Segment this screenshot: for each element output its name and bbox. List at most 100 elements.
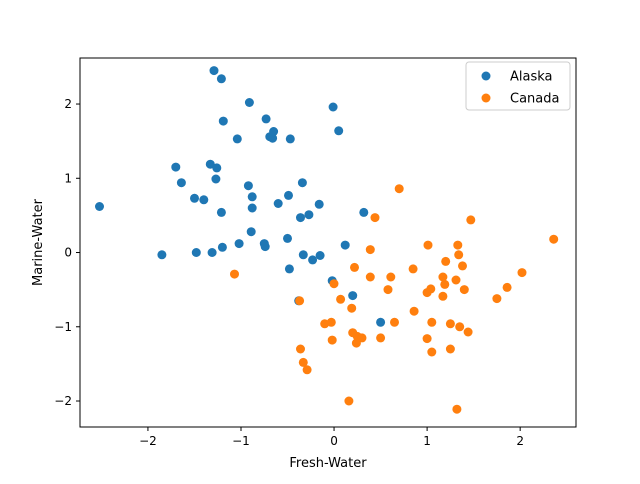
data-point-canada <box>347 303 357 313</box>
data-point-canada <box>295 296 305 306</box>
data-point-canada <box>438 291 448 301</box>
data-point-canada <box>451 275 461 285</box>
plot-area-frame <box>79 57 577 428</box>
data-point-alaska <box>283 233 292 243</box>
x-tick-label: −2 <box>139 434 157 448</box>
data-point-alaska <box>304 210 314 220</box>
data-point-alaska <box>217 242 227 252</box>
data-point-alaska <box>232 134 242 144</box>
data-point-canada <box>376 333 386 343</box>
legend: Alaska Canada <box>465 61 571 111</box>
data-point-canada <box>517 268 527 278</box>
legend-marker-canada <box>481 93 491 103</box>
data-point-alaska <box>296 213 305 223</box>
data-point-canada <box>440 279 450 289</box>
data-point-canada <box>344 396 354 406</box>
y-tick-label: −2 <box>54 394 72 408</box>
y-axis-label: Marine-Water <box>31 198 46 286</box>
data-point-canada <box>459 285 469 295</box>
y-tick-label: 0 <box>64 246 72 260</box>
y-tick-label: 1 <box>64 171 72 185</box>
data-point-canada <box>386 272 396 282</box>
data-point-alaska <box>190 193 199 203</box>
x-tick-label: −1 <box>232 434 250 448</box>
legend-marker-alaska <box>481 71 491 81</box>
data-point-alaska <box>218 116 228 126</box>
data-point-alaska <box>243 181 253 191</box>
data-point-canada <box>502 282 512 292</box>
y-tick-label: 2 <box>64 97 72 111</box>
data-point-alaska <box>171 162 181 172</box>
data-point-alaska <box>284 264 294 274</box>
x-tick-label: 1 <box>423 434 431 448</box>
data-point-canada <box>327 335 337 345</box>
data-point-canada <box>302 365 312 375</box>
data-point-canada <box>408 264 418 274</box>
x-axis-ticks: −2 −1 0 1 2 <box>139 427 524 448</box>
data-point-canada <box>394 184 404 194</box>
x-tick-label: 0 <box>330 434 338 448</box>
data-point-alaska <box>95 202 104 211</box>
data-point-alaska <box>209 66 219 76</box>
data-point-canada <box>454 250 464 260</box>
data-point-alaska <box>207 248 217 257</box>
data-point-alaska <box>328 102 338 112</box>
data-point-canada <box>463 327 473 337</box>
data-point-canada <box>422 334 432 344</box>
data-point-alaska <box>247 203 257 213</box>
legend-entries: Alaska Canada <box>481 70 559 107</box>
data-point-alaska <box>376 317 386 327</box>
data-point-alaska <box>246 227 256 237</box>
data-point-canada <box>298 357 308 367</box>
data-point-canada <box>427 347 437 357</box>
data-point-alaska <box>315 251 325 260</box>
data-point-canada <box>458 261 467 271</box>
data-point-canada <box>455 322 465 332</box>
data-point-alaska <box>260 242 270 252</box>
x-tick-label: 2 <box>516 434 524 448</box>
data-point-canada <box>409 306 419 316</box>
data-point-canada <box>453 240 463 250</box>
data-point-alaska <box>359 207 369 217</box>
data-point-alaska <box>234 239 244 249</box>
data-point-canada <box>365 272 375 282</box>
data-point-alaska <box>244 98 254 107</box>
data-point-alaska <box>191 248 201 257</box>
data-point-canada <box>492 294 502 304</box>
data-point-canada <box>466 215 476 225</box>
data-point-alaska <box>314 199 324 209</box>
data-point-alaska <box>268 133 278 143</box>
x-axis-label: Fresh-Water <box>289 456 367 471</box>
data-point-alaska <box>157 250 167 260</box>
data-point-canada <box>329 279 339 289</box>
data-point-alaska <box>269 127 279 136</box>
data-point-canada <box>336 294 346 304</box>
data-point-alaska <box>348 291 358 301</box>
data-point-alaska <box>273 199 283 208</box>
data-point-canada <box>357 333 367 343</box>
data-point-canada <box>390 317 399 327</box>
data-point-canada <box>452 404 462 414</box>
legend-label-canada: Canada <box>510 92 559 107</box>
data-point-canada <box>365 245 375 255</box>
data-point-canada <box>438 272 448 282</box>
data-point-canada <box>445 319 455 329</box>
data-point-canada <box>296 344 305 354</box>
y-tick-label: −1 <box>54 320 72 334</box>
data-point-alaska <box>297 178 307 188</box>
data-point-alaska <box>340 240 350 250</box>
data-point-canada <box>370 213 380 223</box>
data-point-alaska <box>212 163 222 173</box>
data-point-canada <box>426 284 436 294</box>
data-point-alaska <box>285 134 295 144</box>
legend-box <box>465 61 571 111</box>
data-point-canada <box>427 317 437 327</box>
legend-label-alaska: Alaska <box>510 70 553 85</box>
data-point-alaska <box>216 74 226 84</box>
data-point-alaska <box>308 255 318 265</box>
data-point-canada <box>326 317 336 327</box>
data-point-canada <box>423 240 433 250</box>
data-point-alaska <box>284 190 293 200</box>
data-point-canada <box>441 256 451 266</box>
